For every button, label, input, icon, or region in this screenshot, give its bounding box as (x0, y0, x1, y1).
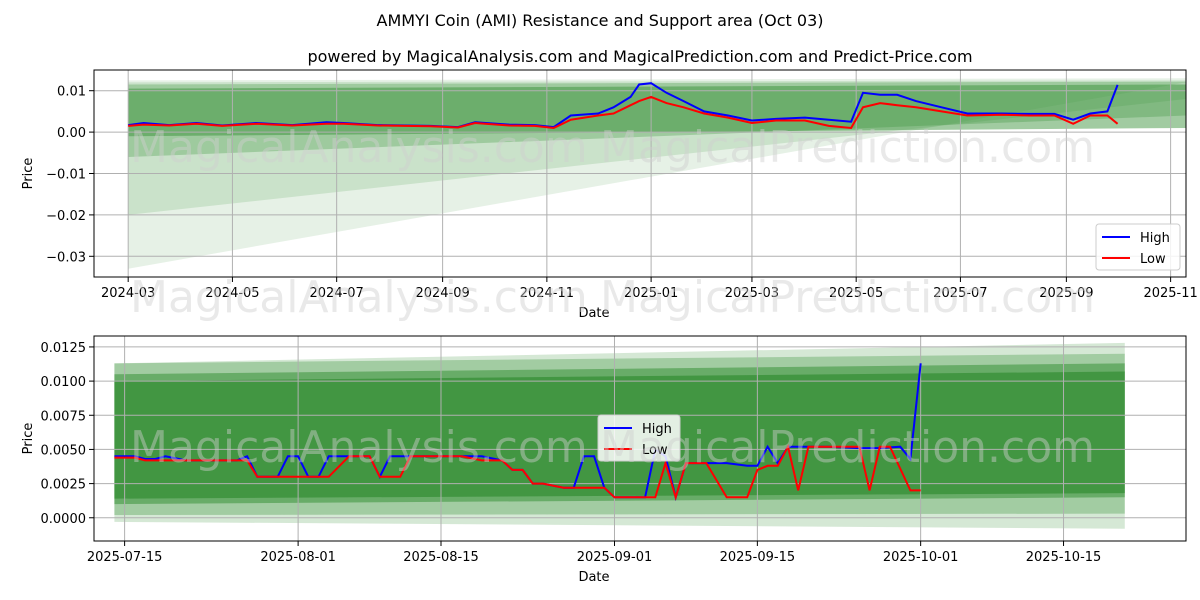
chart-title: AMMYI Coin (AMI) Resistance and Support … (377, 11, 824, 30)
y-tick-label: 0.0125 (41, 341, 87, 356)
legend-label-high: High (1140, 231, 1170, 246)
chart-subtitle: powered by MagicalAnalysis.com and Magic… (307, 47, 972, 66)
y-tick-label: −0.03 (46, 250, 86, 265)
x-tick-label: 2025-07-15 (87, 550, 163, 565)
x-tick-label: 2024-11 (520, 286, 574, 301)
x-tick-label: 2025-11 (1143, 286, 1197, 301)
watermark-prediction-mid: MagicalPrediction.com (600, 272, 1095, 323)
y-tick-label: 0.0075 (41, 409, 87, 424)
x-tick-label: 2025-10-15 (1026, 550, 1102, 565)
support-band-3 (128, 84, 1186, 137)
x-tick-label: 2025-03 (725, 286, 779, 301)
y-tick-label: −0.02 (46, 209, 86, 224)
x-tick-label: 2025-08-01 (260, 550, 336, 565)
y-tick-label: 0.00 (57, 126, 86, 141)
x-tick-label: 2024-07 (310, 286, 364, 301)
x-tick-label: 2024-09 (415, 286, 469, 301)
watermark-analysis-top: MagicalAnalysis.com (130, 122, 588, 173)
x-tick-label: 2025-09-15 (720, 550, 796, 565)
y-tick-label: 0.0050 (41, 443, 87, 458)
series-line-low (128, 95, 1119, 130)
y-axis-label: Price (21, 158, 36, 190)
x-tick-label: 2024-03 (101, 286, 155, 301)
y-tick-label: 0.0025 (41, 478, 87, 493)
y-tick-label: 0.01 (57, 85, 86, 100)
plot-frame (93, 335, 1187, 542)
watermark-prediction-top: MagicalPrediction.com (600, 122, 1095, 173)
x-tick-label: 2025-05 (829, 286, 883, 301)
y-tick-label: 0.0000 (41, 512, 87, 527)
x-tick-label: 2024-05 (205, 286, 259, 301)
watermark-prediction-bottom: MagicalPrediction.com (600, 422, 1095, 473)
series-line-high (128, 82, 1119, 129)
support-band-1 (128, 80, 1186, 215)
legend-label-low: Low (642, 443, 668, 458)
plot-frame (93, 69, 1187, 278)
x-tick-label: 2025-10-01 (883, 550, 959, 565)
series-line-low (114, 443, 921, 501)
x-tick-label: 2025-09 (1039, 286, 1093, 301)
watermark-analysis-mid: MagicalAnalysis.com (130, 272, 588, 323)
y-tick-label: −0.01 (46, 168, 86, 183)
legend-label-low: Low (1140, 252, 1166, 267)
x-tick-label: 2025-01 (624, 286, 678, 301)
bottom-panel: 2025-07-15 2025-08-01 2025-08-15 2025-09-01… (21, 335, 1187, 585)
x-tick-label: 2025-09-01 (577, 550, 653, 565)
x-axis-label: Date (578, 570, 609, 585)
x-axis-label: Date (578, 306, 609, 321)
support-band-2 (128, 81, 1186, 157)
y-tick-label: 0.0100 (41, 375, 87, 390)
y-axis-label: Price (21, 423, 36, 455)
legend-label-high: High (642, 422, 672, 437)
x-tick-label: 2025-07 (933, 286, 987, 301)
top-panel: 2024-03 2024-05 2024-07 2024-09 2024-11 2025-… (21, 69, 1198, 321)
watermark-analysis-bottom: MagicalAnalysis.com (130, 422, 588, 473)
x-tick-label: 2025-08-15 (403, 550, 479, 565)
